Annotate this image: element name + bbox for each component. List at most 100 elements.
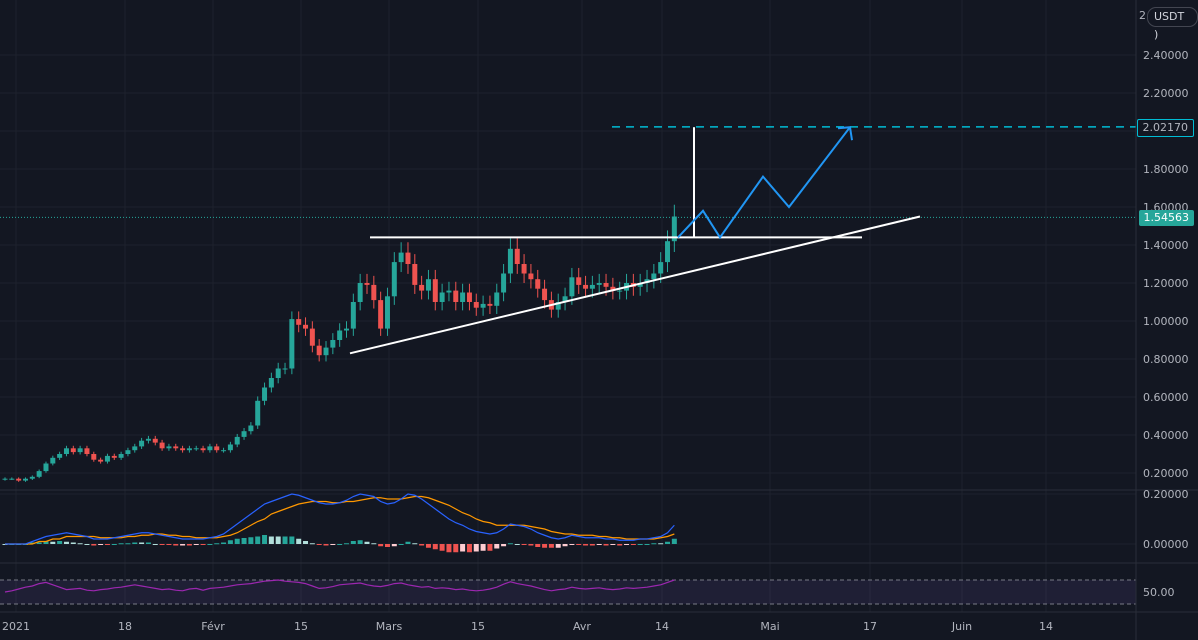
candle-up[interactable] (330, 340, 336, 348)
macd-pane[interactable] (2, 493, 677, 553)
candle-up[interactable] (9, 478, 15, 480)
candle-up[interactable] (323, 347, 329, 356)
candle-up[interactable] (651, 273, 657, 280)
candle-down[interactable] (98, 459, 104, 462)
candle-up[interactable] (268, 378, 274, 388)
candle-up[interactable] (446, 290, 452, 293)
candle-down[interactable] (514, 248, 520, 264)
candle-up[interactable] (439, 292, 445, 303)
candle-up[interactable] (36, 471, 42, 477)
candle-up[interactable] (289, 319, 295, 369)
candle-down[interactable] (364, 283, 370, 285)
price-pane[interactable] (0, 126, 1136, 482)
candle-up[interactable] (494, 292, 500, 306)
candle-up[interactable] (29, 476, 35, 479)
candle-up[interactable] (227, 444, 233, 451)
candle-up[interactable] (139, 440, 145, 447)
candle-up[interactable] (391, 262, 397, 297)
candle-up[interactable] (569, 277, 575, 297)
candle-down[interactable] (200, 448, 206, 451)
candle-down[interactable] (316, 345, 322, 356)
candle-up[interactable] (384, 296, 390, 329)
candle-up[interactable] (166, 446, 172, 449)
candle-down[interactable] (296, 319, 302, 325)
candle-down[interactable] (180, 448, 186, 451)
candle-up[interactable] (221, 450, 227, 452)
candle-down[interactable] (521, 264, 527, 274)
candle-down[interactable] (16, 478, 22, 481)
candle-up[interactable] (262, 387, 268, 401)
candle-up[interactable] (350, 302, 356, 329)
candle-up[interactable] (658, 262, 664, 274)
candle-down[interactable] (91, 454, 97, 460)
candle-up[interactable] (186, 448, 192, 451)
candle-down[interactable] (214, 446, 220, 451)
candle-up[interactable] (398, 252, 404, 263)
candle-down[interactable] (535, 279, 541, 289)
candle-down[interactable] (542, 288, 548, 301)
candle-up[interactable] (357, 283, 363, 302)
candle-up[interactable] (344, 328, 349, 331)
candle-up[interactable] (507, 248, 513, 274)
candle-up[interactable] (637, 283, 643, 287)
ascending-support-trendline[interactable] (349, 215, 921, 355)
candle-down[interactable] (378, 300, 384, 329)
candle-up[interactable] (145, 438, 151, 441)
candle-up[interactable] (125, 450, 131, 454)
candle-down[interactable] (419, 284, 425, 291)
projection-path[interactable] (677, 126, 851, 240)
candle-down[interactable] (412, 264, 418, 285)
candle-down[interactable] (309, 328, 315, 346)
candle-up[interactable] (617, 290, 623, 292)
candle-up[interactable] (562, 296, 568, 302)
candle-down[interactable] (583, 284, 589, 289)
candle-up[interactable] (118, 454, 124, 458)
candle-up[interactable] (337, 330, 343, 341)
candle-up[interactable] (480, 303, 486, 308)
candle-down[interactable] (528, 273, 534, 280)
candle-up[interactable] (241, 431, 247, 437)
candle-down[interactable] (152, 438, 158, 443)
candle-down[interactable] (576, 277, 582, 285)
candle-down[interactable] (610, 286, 616, 291)
candle-up[interactable] (671, 216, 677, 242)
candle-down[interactable] (371, 284, 377, 301)
candle-up[interactable] (248, 425, 254, 432)
candle-up[interactable] (193, 448, 199, 450)
candle-up[interactable] (22, 478, 28, 481)
candle-down[interactable] (84, 448, 90, 454)
candle-down[interactable] (487, 303, 493, 306)
candle-up[interactable] (275, 368, 281, 379)
candle-up[interactable] (282, 368, 288, 370)
candle-up[interactable] (77, 448, 83, 453)
candle-up[interactable] (501, 273, 507, 293)
candle-down[interactable] (453, 290, 459, 302)
candle-down[interactable] (303, 324, 309, 329)
candle-down[interactable] (159, 442, 165, 449)
candle-up[interactable] (132, 446, 138, 451)
candle-up[interactable] (2, 478, 8, 480)
candle-up[interactable] (665, 241, 671, 263)
candle-down[interactable] (432, 279, 438, 302)
candle-up[interactable] (104, 455, 110, 462)
candle-up[interactable] (460, 292, 466, 303)
candle-down[interactable] (111, 455, 117, 458)
currency-selector-button[interactable]: USDT ) (1147, 7, 1198, 41)
candle-down[interactable] (173, 446, 179, 449)
candle-down[interactable] (466, 292, 472, 303)
candle-up[interactable] (63, 448, 69, 454)
candle-up[interactable] (234, 436, 240, 445)
candle-up[interactable] (207, 446, 213, 451)
candle-down[interactable] (70, 448, 76, 453)
candle-up[interactable] (425, 279, 431, 291)
candle-up[interactable] (596, 283, 602, 285)
candle-up[interactable] (50, 457, 56, 464)
candle-down[interactable] (603, 283, 609, 287)
candle-up[interactable] (555, 302, 561, 310)
rsi-pane[interactable] (0, 579, 1136, 605)
candle-down[interactable] (473, 302, 479, 308)
candle-down[interactable] (405, 252, 411, 264)
candle-up[interactable] (589, 284, 595, 289)
candle-up[interactable] (255, 400, 261, 426)
